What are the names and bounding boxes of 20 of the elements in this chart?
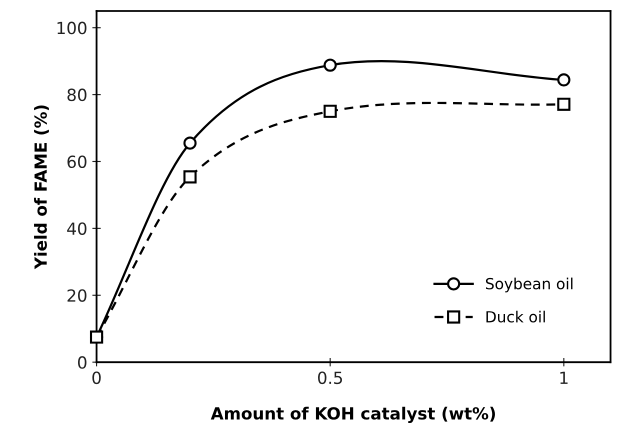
x-tick-label: 0.5 (318, 371, 342, 384)
y-tick-label: 40 (67, 222, 86, 235)
legend-label: Duck oil (486, 310, 545, 323)
y-tick-label: 60 (67, 155, 86, 168)
y-axis-title: Yield of FAME (%) (34, 105, 49, 270)
point (324, 104, 337, 118)
y-tick-label: 100 (58, 22, 86, 34)
point (183, 136, 197, 150)
x-tick-label: 1 (560, 372, 568, 384)
x-axis-title: Amount of KOH catalyst (wt%) (210, 406, 495, 424)
y-tick-label: 80 (67, 88, 86, 102)
point (324, 58, 337, 72)
point (90, 330, 104, 344)
y-tick-label: 0 (78, 356, 86, 369)
point (183, 170, 197, 184)
point (557, 73, 570, 86)
legend-label: Soybean oil (486, 278, 572, 292)
y-tick-label: 20 (68, 289, 86, 302)
x-tick-label: 0 (92, 371, 101, 384)
point (557, 98, 570, 111)
